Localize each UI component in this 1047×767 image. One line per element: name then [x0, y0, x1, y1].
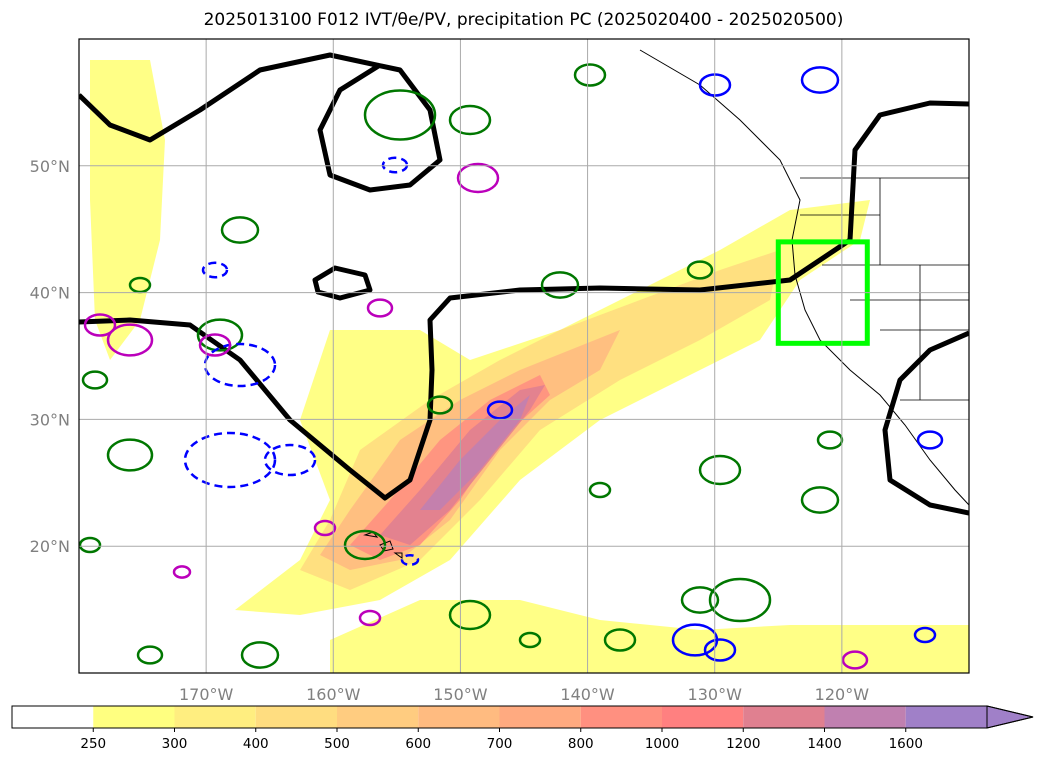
lon-tick-label: 160°W — [306, 685, 361, 704]
precip-contour — [106, 323, 154, 357]
theta-e-neg-dashed-contour — [203, 342, 277, 388]
theta-e-contour — [136, 645, 164, 665]
coastline — [639, 49, 969, 506]
colorbar-tick-label: 1600 — [889, 736, 923, 752]
theta-e-contour — [680, 586, 720, 614]
colorbar-segment — [337, 706, 419, 728]
colorbar-segment — [743, 706, 825, 728]
colorbar-tick-label: 400 — [243, 736, 269, 752]
precip-contour — [83, 313, 117, 337]
gridlines — [79, 39, 969, 673]
colorbar-segment-under — [12, 706, 94, 728]
colorbar-segment — [499, 706, 581, 728]
precip-contour — [198, 333, 232, 357]
theta-e-neg-dashed-contour — [263, 443, 317, 477]
map-frame — [78, 38, 970, 674]
colorbar-segment — [905, 706, 987, 728]
state-borders — [800, 177, 969, 401]
colorbar-tick-label: 250 — [80, 736, 106, 752]
map-layer — [79, 49, 969, 673]
ivt-band-inner — [420, 395, 530, 510]
colorbar-tick-label: 1200 — [726, 736, 760, 752]
lon-tick-label: 150°W — [433, 685, 488, 704]
theta-e-contour — [518, 631, 542, 649]
theta-e-contour — [448, 599, 492, 631]
lat-tick-labels: 20°N 30°N 40°N 50°N — [30, 157, 70, 556]
colorbar-tick-label: 1400 — [807, 736, 841, 752]
theta-e-contour — [363, 89, 437, 141]
theta-e-neg-dashed-contour — [400, 553, 420, 567]
theta-e-contour — [81, 370, 109, 390]
lon-tick-label: 120°W — [815, 685, 870, 704]
precip-contour — [366, 298, 394, 318]
colorbar-segment — [662, 706, 744, 728]
theta-e-contour — [128, 276, 152, 294]
theta-e-contour — [603, 628, 637, 652]
pv-contour — [312, 265, 373, 301]
theta-e-contour — [343, 529, 387, 561]
ivt-band-250 — [90, 60, 165, 360]
theta-e-neg-contour — [913, 626, 937, 644]
colorbar-segment — [93, 706, 175, 728]
colorbar-extend-arrow — [986, 705, 1034, 729]
lat-tick-label: 50°N — [30, 157, 70, 176]
theta-e-contour — [240, 641, 280, 669]
theta-e-contour — [686, 260, 714, 280]
precip-contour — [358, 609, 382, 627]
pv-contour — [79, 100, 969, 501]
precip-contour — [172, 565, 192, 579]
theta-e-contour — [79, 536, 102, 554]
colorbar-segment — [580, 706, 662, 728]
colorbar-tick-label: 1000 — [645, 736, 679, 752]
theta-e-contour — [426, 395, 454, 415]
lat-tick-label: 40°N — [30, 284, 70, 303]
theta-e-contour — [448, 104, 492, 136]
colorbar-segment — [418, 706, 500, 728]
theta-e-neg-contour — [486, 400, 514, 420]
precip-contour — [313, 519, 337, 537]
hawaii-islands — [363, 531, 403, 559]
theta-e-neg-contour — [916, 430, 944, 450]
colorbar-tick-label: 800 — [568, 736, 594, 752]
colorbar-segment — [824, 706, 906, 728]
lon-tick-label: 140°W — [560, 685, 615, 704]
theta-e-contour — [708, 577, 772, 623]
pv-contour — [882, 330, 969, 516]
lon-tick-labels: 170°W 160°W 150°W 140°W 130°W 120°W — [179, 685, 869, 704]
colorbar-outline — [11, 705, 1034, 729]
theta-e-contour — [698, 454, 742, 486]
theta-e-contour — [588, 481, 612, 499]
theta-e-contour — [106, 438, 154, 472]
theta-e-neg-dashed-contour — [381, 156, 409, 174]
theta-e-contour — [540, 271, 580, 299]
lat-tick-label: 30°N — [30, 410, 70, 429]
precip-contour — [841, 650, 869, 670]
colorbar-tick-label: 600 — [405, 736, 431, 752]
colorbar-tick-label: 300 — [162, 736, 188, 752]
colorbar-tick-label: 500 — [324, 736, 350, 752]
colorbar-tick-label: 700 — [487, 736, 513, 752]
theta-e-neg-contour — [800, 66, 840, 94]
lat-tick-label: 20°N — [30, 537, 70, 556]
theta-e-contour — [220, 216, 260, 244]
theta-e-neg-dashed-contour — [183, 431, 277, 489]
colorbar: 250 300 400 500 600 700 800 1000 1200 1400 1600 — [11, 705, 1034, 752]
theta-e-contour — [800, 486, 840, 514]
theta-e-neg-dashed-contour — [201, 261, 229, 279]
ivt-shading — [90, 60, 969, 673]
colorbar-segment — [255, 706, 337, 728]
lon-tick-label: 170°W — [179, 685, 234, 704]
theta-e-contour — [573, 63, 607, 87]
chart-title: 2025013100 F012 IVT/θe/PV, precipitation… — [203, 10, 844, 30]
precip-contour — [456, 162, 500, 194]
lon-tick-label: 130°W — [688, 685, 743, 704]
theta-e-contour — [196, 318, 244, 352]
theta-e-neg-contour — [703, 638, 737, 662]
pv-contour — [79, 52, 443, 193]
colorbar-segment — [174, 706, 256, 728]
